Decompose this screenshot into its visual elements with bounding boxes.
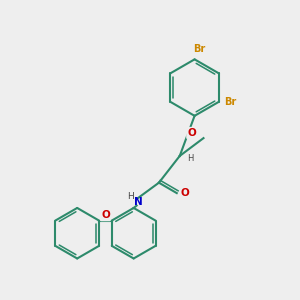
Text: H: H [187, 154, 194, 163]
Text: H: H [128, 192, 134, 201]
Text: Br: Br [193, 44, 205, 54]
Text: Br: Br [224, 97, 237, 107]
Text: O: O [187, 128, 196, 138]
Text: N: N [134, 197, 142, 207]
Text: O: O [101, 210, 110, 220]
Text: O: O [180, 188, 189, 198]
